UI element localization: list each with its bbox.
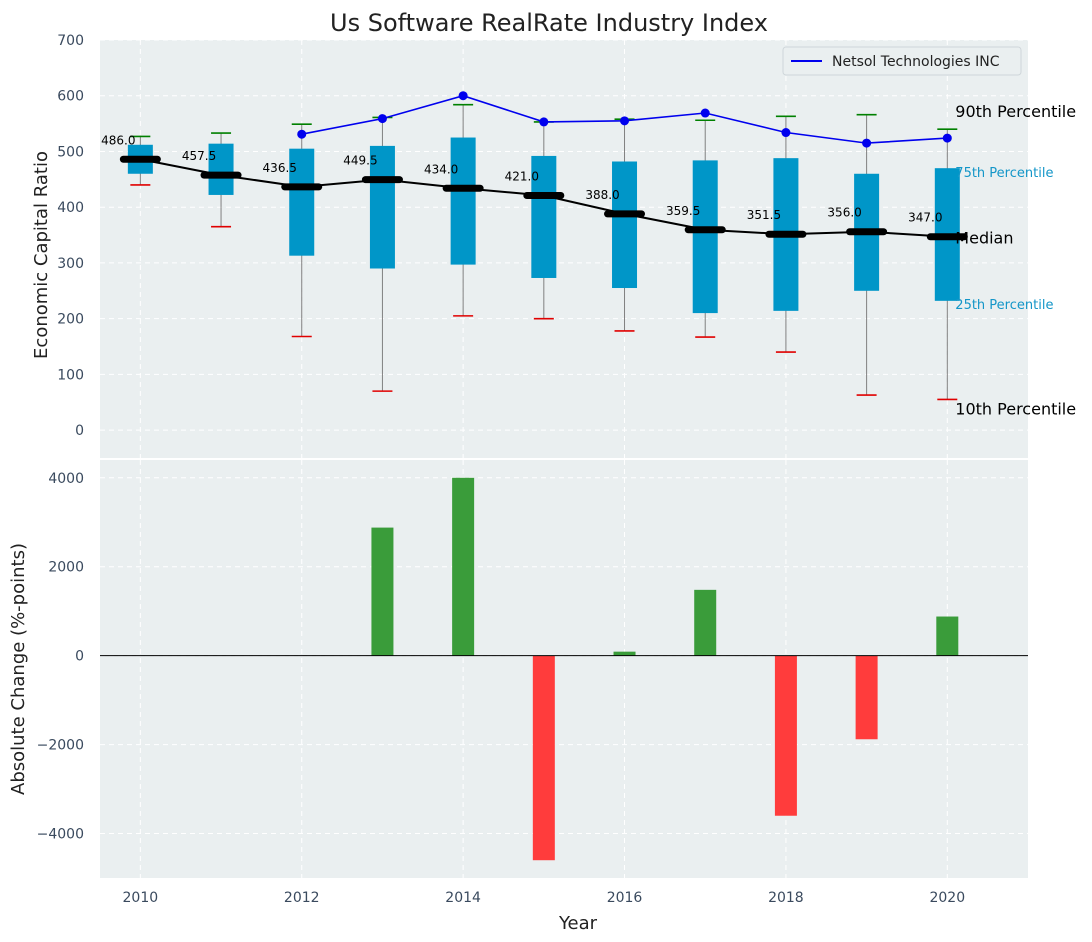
bottom-panel: −4000 −2000 0 2000 4000 2010 2012 2014 2016 2018…	[8, 460, 1028, 934]
bottom-plot-background	[100, 460, 1028, 878]
x-tick-label: 2010	[123, 890, 159, 906]
bottom-y-axis-label: Absolute Change (%-points)	[8, 543, 29, 795]
company-point	[862, 138, 872, 148]
change-bars	[371, 477, 959, 861]
box-iqr	[692, 160, 718, 314]
median-value-label: 457.5	[182, 149, 216, 163]
top-y-tick-label: 0	[75, 423, 84, 439]
chart-title: Us Software RealRate Industry Index	[330, 9, 768, 37]
top-y-tick-label: 300	[57, 256, 84, 272]
annotation-median: Median	[955, 229, 1013, 248]
bar-negative	[532, 655, 555, 861]
bottom-y-tick-labels: −4000 −2000 0 2000 4000	[37, 471, 84, 843]
company-point	[620, 116, 630, 126]
median-value-label: 434.0	[424, 162, 458, 176]
bottom-y-tick-label: 2000	[48, 560, 84, 576]
bottom-y-tick-label: 0	[75, 649, 84, 665]
annotation-75th-percentile: 75th Percentile	[955, 166, 1053, 181]
bottom-y-tick-label: −2000	[37, 738, 84, 754]
median-value-label: 421.0	[505, 169, 539, 183]
bar-positive	[694, 589, 717, 656]
top-panel: 0 100 200 300 400 500 600 700 Economic Capital …	[31, 33, 1076, 458]
company-point	[458, 91, 468, 101]
x-axis-label: Year	[558, 913, 598, 934]
company-point	[942, 133, 952, 143]
median-value-label: 356.0	[827, 206, 861, 220]
annotation-10th-percentile: 10th Percentile	[955, 399, 1076, 418]
top-y-tick-label: 500	[57, 144, 84, 160]
annotation-90th-percentile: 90th Percentile	[955, 102, 1076, 121]
company-point	[700, 108, 710, 118]
top-y-tick-label: 200	[57, 312, 84, 328]
bottom-y-tick-label: −4000	[37, 827, 84, 843]
bar-negative	[855, 655, 878, 740]
top-plot-background	[100, 40, 1028, 458]
percentile-annotations: 90th Percentile 75th Percentile Median 2…	[955, 102, 1076, 418]
box-iqr	[531, 155, 557, 278]
x-tick-label: 2014	[445, 890, 481, 906]
box-iqr	[612, 161, 638, 289]
median-value-label: 351.5	[747, 208, 781, 222]
company-series	[297, 91, 952, 148]
annotation-25th-percentile: 25th Percentile	[955, 298, 1053, 313]
top-y-axis-label: Economic Capital Ratio	[31, 151, 52, 359]
x-tick-label: 2012	[284, 890, 320, 906]
bar-positive	[936, 616, 959, 656]
median-value-label: 486.0	[101, 133, 135, 147]
x-tick-labels: 2010 2012 2014 2016 2018 2020	[123, 890, 966, 906]
top-y-tick-label: 400	[57, 200, 84, 216]
box-iqr	[369, 145, 395, 269]
company-point	[377, 114, 387, 124]
median-value-label: 449.5	[343, 154, 377, 168]
median-series: 486.0 457.5 436.5 449.5 434.0 421.0 388.0 359.5…	[101, 133, 968, 241]
x-tick-label: 2020	[929, 890, 965, 906]
company-point	[781, 128, 791, 138]
top-y-tick-label: 600	[57, 89, 84, 105]
bar-negative	[774, 655, 797, 816]
bottom-y-tick-label: 4000	[48, 471, 84, 487]
median-value-label: 347.0	[908, 211, 942, 225]
top-y-tick-labels: 0 100 200 300 400 500 600 700	[57, 33, 84, 439]
median-value-label: 359.5	[666, 204, 700, 218]
bar-positive	[371, 527, 394, 656]
median-value-label: 388.0	[585, 188, 619, 202]
median-value-label: 436.5	[263, 161, 297, 175]
box-iqr	[208, 143, 234, 195]
company-point	[297, 129, 307, 139]
company-point	[539, 117, 549, 127]
legend-label-company: Netsol Technologies INC	[832, 54, 1000, 70]
top-y-tick-label: 100	[57, 367, 84, 383]
x-tick-label: 2018	[768, 890, 804, 906]
bar-positive	[613, 651, 636, 656]
box-iqr	[289, 148, 315, 256]
top-y-tick-label: 700	[57, 33, 84, 49]
box-iqr	[450, 137, 476, 265]
legend: Netsol Technologies INC	[782, 46, 1022, 76]
x-tick-label: 2016	[607, 890, 643, 906]
bar-positive	[452, 477, 475, 656]
legend-frame	[782, 46, 1022, 76]
